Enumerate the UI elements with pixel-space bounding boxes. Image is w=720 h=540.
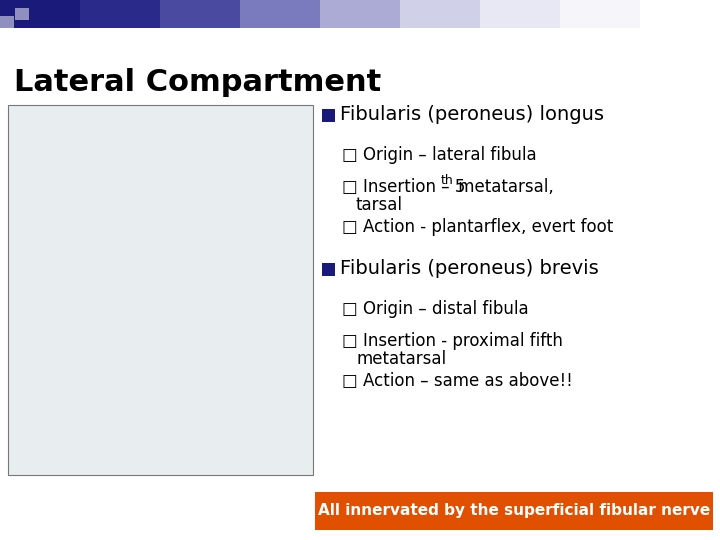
- Bar: [315, 492, 713, 530]
- Bar: [15, 8, 29, 20]
- Bar: [8, 105, 313, 475]
- Text: metatarsal: metatarsal: [356, 350, 446, 368]
- Text: All innervated by the superficial fibular nerve: All innervated by the superficial fibula…: [318, 503, 710, 518]
- Text: □ Origin – distal fibula: □ Origin – distal fibula: [342, 300, 528, 318]
- Text: □ Insertion – 5: □ Insertion – 5: [342, 178, 465, 196]
- Bar: [400, 0, 481, 28]
- Bar: [480, 0, 561, 28]
- Bar: [240, 0, 321, 28]
- Bar: [0, 0, 14, 16]
- Text: □ Insertion - proximal fifth: □ Insertion - proximal fifth: [342, 332, 563, 350]
- Text: metatarsal,: metatarsal,: [454, 178, 554, 196]
- Bar: [640, 0, 720, 28]
- Bar: [322, 109, 335, 122]
- Bar: [0, 16, 14, 28]
- Text: □ Action – same as above!!: □ Action – same as above!!: [342, 372, 572, 390]
- Bar: [320, 0, 401, 28]
- Text: Fibularis (peroneus) brevis: Fibularis (peroneus) brevis: [340, 260, 599, 279]
- Text: tarsal: tarsal: [356, 196, 403, 214]
- Bar: [80, 0, 161, 28]
- Bar: [0, 0, 81, 28]
- Text: Fibularis (peroneus) longus: Fibularis (peroneus) longus: [340, 105, 604, 125]
- Text: th: th: [440, 174, 453, 187]
- Bar: [322, 263, 335, 276]
- Text: □ Action - plantarflex, evert foot: □ Action - plantarflex, evert foot: [342, 218, 613, 236]
- Text: □ Origin – lateral fibula: □ Origin – lateral fibula: [342, 146, 536, 164]
- Text: Lateral Compartment: Lateral Compartment: [14, 68, 382, 97]
- Bar: [560, 0, 641, 28]
- Bar: [160, 0, 241, 28]
